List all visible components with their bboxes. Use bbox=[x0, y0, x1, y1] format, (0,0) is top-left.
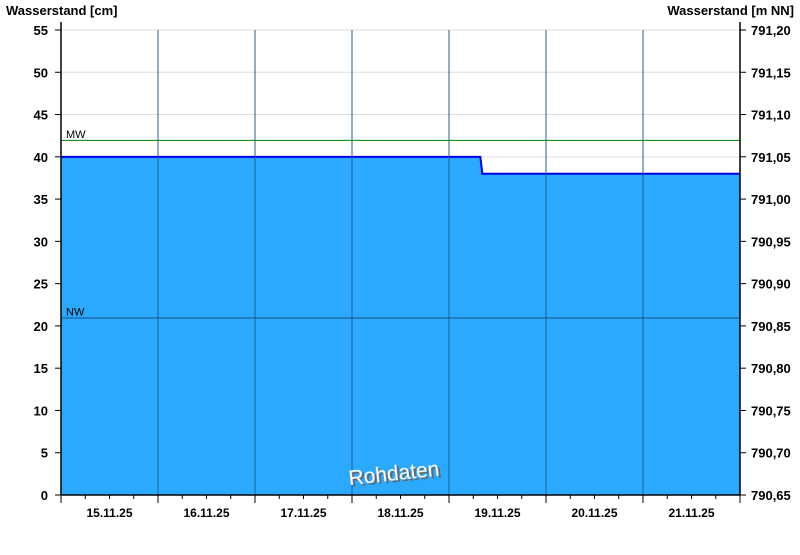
x-tick-label: 16.11.25 bbox=[183, 506, 229, 520]
y-tick-label-right: 791,05 bbox=[751, 150, 791, 165]
x-tick-label: 15.11.25 bbox=[86, 506, 132, 520]
x-tick-label: 20.11.25 bbox=[571, 506, 617, 520]
series-line bbox=[61, 155, 740, 175]
y-axis-title-left: Wasserstand [cm] bbox=[6, 3, 118, 18]
y-tick-label-left: 40 bbox=[34, 150, 48, 165]
y-tick-label-right: 791,10 bbox=[751, 108, 791, 123]
x-tick-label: 18.11.25 bbox=[377, 506, 423, 520]
y-tick-label-right: 791,15 bbox=[751, 65, 791, 80]
y-tick-label-right: 790,65 bbox=[751, 488, 791, 503]
y-tick-label-left: 50 bbox=[34, 65, 48, 80]
series-area bbox=[61, 156, 740, 495]
x-tick-label: 19.11.25 bbox=[474, 506, 520, 520]
y-tick-label-right: 790,75 bbox=[751, 403, 791, 418]
x-tick-label: 17.11.25 bbox=[280, 506, 326, 520]
y-tick-label-right: 790,80 bbox=[751, 361, 791, 376]
y-tick-label-right: 790,95 bbox=[751, 234, 791, 249]
x-tick-label: 21.11.25 bbox=[668, 506, 714, 520]
reference-label-mw: MW bbox=[66, 129, 86, 141]
y-tick-label-right: 790,90 bbox=[751, 277, 791, 292]
y-tick-label-left: 30 bbox=[34, 234, 48, 249]
y-tick-label-left: 10 bbox=[34, 403, 48, 418]
y-tick-label-right: 790,70 bbox=[751, 446, 791, 461]
y-tick-label-left: 15 bbox=[34, 361, 48, 376]
y-tick-label-left: 20 bbox=[34, 319, 48, 334]
y-tick-label-left: 25 bbox=[34, 277, 48, 292]
y-tick-label-left: 5 bbox=[41, 446, 48, 461]
y-tick-label-left: 45 bbox=[34, 108, 48, 123]
y-tick-label-right: 791,00 bbox=[751, 192, 791, 207]
y-axis-title-right: Wasserstand [m NN] bbox=[667, 3, 794, 18]
y-tick-label-right: 791,20 bbox=[751, 23, 791, 38]
reference-label-nw: NW bbox=[66, 306, 85, 318]
y-tick-label-right: 790,85 bbox=[751, 319, 791, 334]
y-tick-label-left: 55 bbox=[34, 23, 48, 38]
y-tick-label-left: 0 bbox=[41, 488, 48, 503]
y-tick-label-left: 35 bbox=[34, 192, 48, 207]
